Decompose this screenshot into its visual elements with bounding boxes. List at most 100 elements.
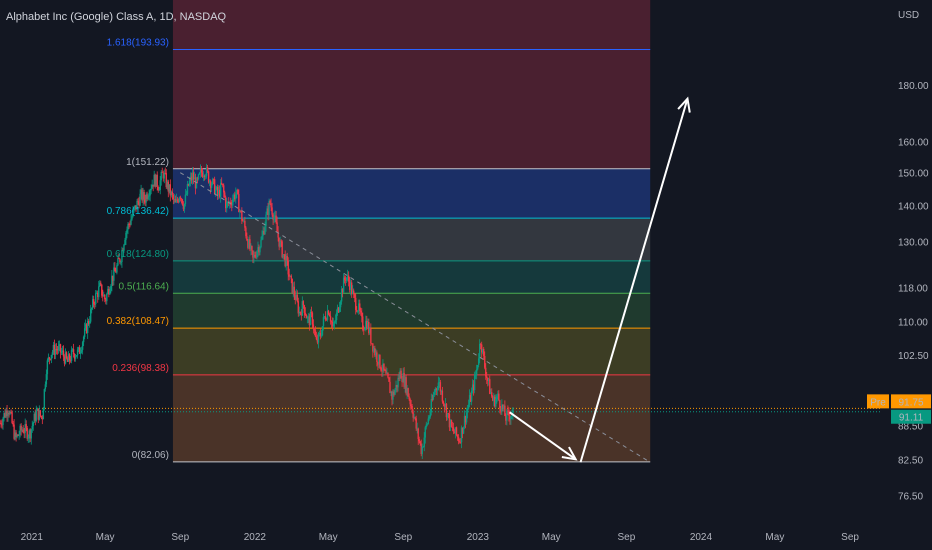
candle-body	[200, 169, 203, 173]
candle-body	[287, 260, 289, 275]
price-axis[interactable]: 180.00 160.00 150.00 140.00 130.00 118.00 110.…	[898, 81, 929, 502]
candle-body	[165, 173, 167, 188]
time-tick-label: Sep	[841, 532, 859, 543]
candle-body	[438, 382, 441, 384]
candle-body	[420, 443, 422, 455]
fib-zone-1	[172, 49, 651, 169]
candle-body	[79, 351, 82, 354]
candle-body	[150, 188, 152, 191]
arrow-layer	[509, 96, 691, 463]
candle-body	[65, 352, 68, 359]
candle-body	[12, 422, 14, 425]
candle-body	[348, 281, 351, 290]
candle-body	[263, 231, 265, 235]
candle-body	[281, 241, 283, 258]
candle-body	[331, 322, 334, 327]
candle-body	[394, 389, 396, 395]
candle-body	[251, 246, 253, 251]
time-axis[interactable]: 2021 May Sep 2022 May Sep 2023 May Sep 2024 May Sep	[21, 532, 860, 543]
candle-body	[315, 336, 318, 340]
candle-body	[246, 236, 248, 241]
candle-body	[224, 192, 226, 198]
candle-body	[151, 184, 153, 189]
candle-body	[195, 178, 198, 189]
candle-body	[208, 180, 211, 183]
price-tag-prefix: Pre	[870, 397, 886, 408]
candle-body	[342, 277, 345, 293]
candle-body	[340, 289, 343, 302]
candle-body	[308, 316, 311, 326]
time-tick-label: May	[96, 532, 115, 543]
candle-body	[116, 265, 118, 273]
candle-body	[113, 267, 115, 281]
candle-body	[360, 310, 362, 313]
candlesticks	[0, 163, 514, 460]
candle-body	[110, 285, 112, 291]
candle-body	[146, 194, 148, 199]
candle-body	[326, 310, 329, 320]
candle-body	[134, 205, 136, 209]
candle-body	[462, 427, 465, 434]
candle-body	[335, 312, 338, 321]
candle-body	[496, 396, 498, 400]
candle-body	[291, 278, 293, 294]
candle-body	[267, 208, 269, 215]
candle-body	[503, 405, 505, 410]
candle-body	[363, 329, 365, 331]
candle-body	[301, 301, 304, 316]
candle-body	[142, 192, 144, 201]
fib-label-0.618: 0.618(124.80)	[107, 249, 169, 260]
candle-body	[466, 408, 469, 413]
candle-body	[240, 210, 242, 212]
candle-body	[346, 275, 349, 278]
candle-body	[231, 204, 233, 206]
candle-body	[56, 349, 59, 351]
candle-body	[235, 193, 237, 200]
candle-body	[99, 282, 101, 287]
arrow-shaft-1	[579, 98, 689, 463]
price-tick-label: 118.00	[898, 284, 928, 295]
candle-body	[411, 406, 413, 413]
candle-body	[54, 348, 57, 356]
candle-body	[125, 232, 127, 240]
candle-body	[103, 294, 105, 297]
candle-body	[81, 342, 84, 350]
candle-body	[75, 355, 78, 357]
candle-body	[332, 323, 335, 327]
candle-body	[248, 239, 250, 248]
candle-body	[242, 220, 244, 222]
candle-body	[234, 194, 236, 200]
candle-body	[202, 175, 205, 178]
candle-body	[127, 224, 129, 230]
candle-body	[102, 295, 104, 297]
candle-body	[11, 412, 13, 423]
candle-body	[295, 294, 297, 300]
candle-body	[2, 418, 4, 425]
candle-body	[239, 210, 241, 213]
candle-body	[219, 182, 222, 197]
candle-body	[178, 197, 181, 202]
candle-body	[387, 373, 389, 378]
candle-body	[158, 189, 160, 191]
candle-body	[143, 192, 145, 200]
arrow-head-0	[561, 446, 578, 461]
candle-body	[30, 429, 32, 439]
candle-body	[148, 195, 150, 197]
candle-body	[441, 390, 444, 402]
candle-body	[28, 430, 30, 437]
candle-body	[97, 292, 99, 298]
fib-zone-0.786	[172, 168, 651, 219]
candle-body	[294, 295, 296, 300]
candle-body	[277, 231, 279, 238]
candle-body	[16, 434, 18, 437]
candle-body	[507, 410, 509, 412]
candle-body	[152, 184, 154, 187]
candle-body	[413, 417, 415, 419]
candle-body	[139, 193, 141, 206]
candle-body	[199, 169, 202, 173]
candle-body	[70, 349, 73, 361]
candle-body	[91, 308, 93, 310]
candle-body	[310, 312, 313, 313]
